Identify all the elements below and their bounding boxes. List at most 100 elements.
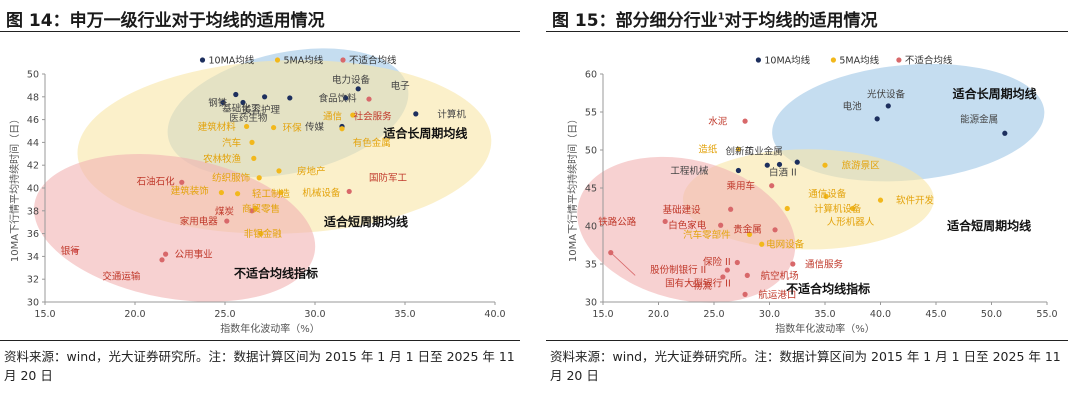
data-label: 传媒 [305, 121, 325, 133]
data-label: 国防军工 [369, 172, 408, 184]
data-point [220, 99, 226, 106]
data-point [822, 162, 828, 168]
note-rule [546, 340, 1068, 341]
data-point [163, 251, 169, 257]
y-tick-label: 40 [585, 222, 597, 233]
data-point [159, 257, 165, 263]
data-label: 环保 [283, 122, 303, 134]
data-point [742, 118, 748, 124]
data-label: 建筑材料 [198, 121, 237, 133]
data-point [251, 155, 257, 161]
x-tick-label: 55.0 [1036, 309, 1057, 320]
data-label: 工程机械 [670, 165, 709, 177]
data-point [823, 193, 829, 199]
data-label: 保险 II [703, 256, 731, 268]
data-point [1002, 130, 1008, 136]
data-label: 人形机器人 [827, 216, 875, 228]
y-tick-label: 30 [585, 298, 597, 309]
note-rule [0, 340, 520, 341]
figure-14-panel: 图 14：申万一级行业对于均线的适用情况 15.0 20.0 25.0 30.0 35.… [0, 0, 530, 412]
data-label: 农林牧渔 [203, 153, 242, 165]
x-tick-label: 30.0 [304, 309, 325, 320]
figure-15-title: 图 15：部分细分行业1对于均线的适用情况 [552, 6, 878, 31]
legend-label-long: 10MA均线 [209, 55, 255, 67]
legend-label-short: 5MA均线 [284, 55, 324, 67]
x-axis-title: 指数年化波动率（%） [775, 322, 875, 335]
data-point [278, 189, 284, 196]
data-point [366, 96, 372, 102]
data-point [339, 126, 345, 132]
data-label: 国有大型银行 II [665, 278, 731, 290]
figure-14-title: 图 14：申万一级行业对于均线的适用情况 [6, 11, 325, 31]
title-rule [0, 31, 520, 32]
data-label: 白酒 II [769, 167, 797, 179]
data-label: 能源金属 [960, 113, 998, 125]
data-point [720, 274, 726, 280]
x-tick-label: 35.0 [814, 309, 835, 320]
x-tick-label: 50.0 [981, 309, 1002, 320]
legend-marker-long [199, 57, 206, 63]
data-point [276, 168, 282, 174]
data-label: 电池 [843, 100, 863, 112]
data-point [759, 241, 765, 247]
data-point [742, 291, 748, 297]
data-point [346, 188, 352, 195]
y-tick-label: 30 [27, 298, 39, 309]
y-tick-label: 45 [585, 184, 597, 195]
data-point [784, 205, 790, 212]
data-point [233, 91, 239, 98]
data-label: 计算机设备 [814, 203, 862, 215]
legend-marker-long [755, 57, 761, 63]
y-tick-label: 32 [27, 275, 39, 286]
data-label: 电力设备 [332, 74, 371, 86]
data-point [735, 146, 742, 152]
x-tick-label: 20.0 [648, 309, 669, 320]
data-point [764, 162, 770, 168]
data-label: 贵金属 [733, 224, 762, 236]
legend-label-long: 10MA均线 [764, 55, 810, 67]
region-annotation: 适合短周期均线 [947, 218, 1031, 233]
data-label: 家用电器 [180, 216, 219, 228]
data-label: 石油石化 [137, 176, 176, 188]
data-label: 煤炭 [215, 205, 235, 217]
data-label: 纺织服饰 [212, 172, 250, 184]
x-tick-label: 15.0 [34, 309, 55, 320]
x-tick-label: 20.0 [124, 309, 145, 320]
data-label: 轻工制造 [252, 188, 291, 200]
region-annotation: 适合长周期均线 [383, 125, 467, 140]
data-label: 机械设备 [302, 187, 341, 199]
data-label: 公用事业 [175, 249, 213, 261]
legend-marker-unsuitable [340, 57, 346, 63]
data-label: 白色家电 [668, 220, 707, 232]
data-label: 计算机 [437, 108, 466, 120]
y-tick-label: 42 [27, 161, 39, 172]
data-label: 交通运输 [102, 270, 141, 282]
legend-label-unsuitable: 不适合均线 [905, 55, 953, 67]
y-tick-label: 46 [27, 115, 39, 126]
legend-label-short: 5MA均线 [839, 55, 879, 67]
data-label: 汽车 [222, 137, 241, 149]
data-label: 股份制银行 II [650, 264, 706, 276]
data-point [728, 206, 734, 212]
data-label: 通信 [323, 111, 342, 123]
data-point [662, 218, 668, 225]
x-tick-label: 35.0 [394, 309, 415, 320]
figure-15-title-main: 图 15：部分细分行业 [552, 11, 718, 31]
y-tick-label: 48 [27, 92, 39, 103]
data-point [271, 124, 277, 131]
data-point [772, 227, 778, 233]
title-rule [546, 31, 1068, 32]
y-tick-label: 50 [585, 146, 597, 157]
data-point [790, 261, 796, 267]
data-label: 银行 [61, 245, 81, 257]
data-label: 非银金融 [244, 228, 283, 240]
data-label: 造纸 [698, 144, 718, 156]
y-tick-label: 34 [27, 252, 39, 263]
legend-marker-short [830, 57, 836, 63]
data-label: 电网设备 [766, 239, 805, 251]
data-point [413, 111, 419, 117]
region-annotation: 不适合均线指标 [234, 266, 318, 281]
figure-15-scatter: 15.0 20.0 25.0 30.0 35.0 40.0 45.0 50.0 55.0 30 35… [566, 55, 1058, 336]
source-note: 资料来源：wind，光大证券研究所。注：数据计算区间为 2015 年 1 月 1… [550, 349, 1061, 383]
data-label: 基础化工 [222, 103, 261, 115]
